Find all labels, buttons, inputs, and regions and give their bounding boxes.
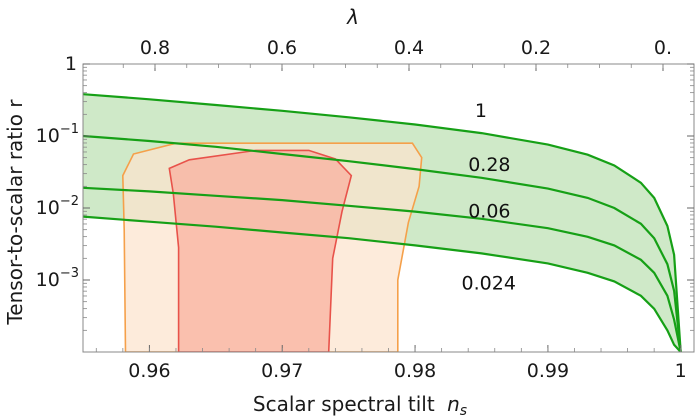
y-tick-label: 10−2	[36, 194, 79, 219]
top-tick-label: 0.8	[140, 37, 170, 59]
y-tick-exponent: −2	[60, 194, 79, 209]
plot-area	[82, 63, 695, 353]
x-axis-symbol: n	[447, 392, 460, 416]
x-axis-title-text: Scalar spectral tilt	[253, 392, 435, 416]
curve-label: 0.024	[462, 273, 516, 295]
y-axis-title: Tensor-to-scalar ratio r	[3, 99, 27, 326]
curve-label: 1	[475, 100, 487, 122]
y-tick-label: 10−1	[36, 122, 79, 147]
plot-content	[83, 93, 682, 352]
curve-label: 0.06	[468, 201, 510, 223]
y-tick-label: 1	[65, 53, 77, 75]
top-tick-label: 0.2	[521, 37, 551, 59]
x-axis-subscript: s	[460, 403, 467, 418]
top-tick-label: 0.4	[394, 37, 424, 59]
curve-line-2	[83, 134, 682, 352]
curve-line-4	[83, 215, 682, 352]
y-tick-base: 10	[36, 125, 60, 147]
annotations: 0.96 0.97 0.98 0.99 10.8 0.6 0.4 0.2 0.110−110−2…	[36, 37, 687, 382]
y-tick-base: 10	[36, 269, 60, 291]
y-tick-exponent: −3	[60, 266, 79, 281]
contour-inner	[168, 149, 353, 352]
curve-line-1	[83, 93, 682, 352]
x-tick-label: 0.98	[394, 360, 436, 382]
y-tick-exponent: −1	[60, 122, 79, 137]
curve-line-3	[83, 186, 682, 352]
top-axis-title: λ	[346, 5, 359, 29]
top-tick-label: 0.	[654, 37, 672, 59]
top-tick-label: 0.6	[267, 37, 297, 59]
x-tick-label: 0.96	[128, 360, 170, 382]
x-tick-label: 1	[675, 360, 687, 382]
y-tick-base: 10	[36, 197, 60, 219]
x-axis-title: Scalar spectral tilt ns	[253, 392, 467, 418]
x-tick-label: 0.97	[261, 360, 303, 382]
y-tick-label: 10−3	[36, 266, 79, 291]
x-tick-label: 0.99	[527, 360, 569, 382]
curve-label: 0.28	[468, 154, 510, 176]
y-tick-base: 1	[65, 53, 77, 75]
